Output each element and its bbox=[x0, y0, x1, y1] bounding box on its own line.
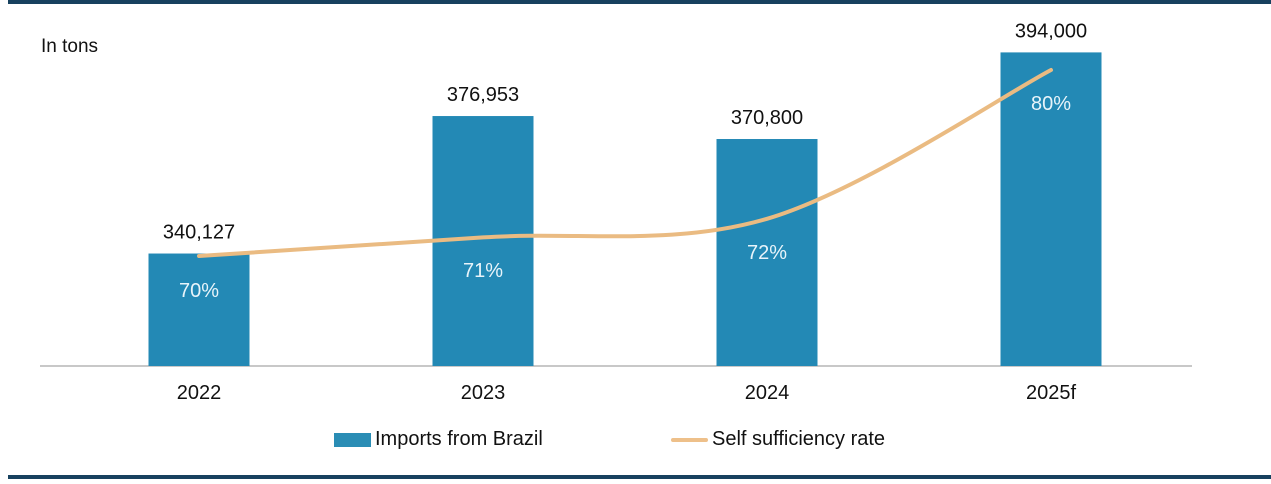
legend-line-swatch bbox=[671, 437, 708, 442]
x-tick-label: 2022 bbox=[177, 382, 222, 404]
bottom-rule bbox=[8, 475, 1271, 479]
bar-2025f bbox=[1000, 52, 1102, 367]
x-tick-label: 2025f bbox=[1026, 382, 1076, 404]
bar-value-label: 394,000 bbox=[1015, 20, 1087, 42]
top-rule bbox=[8, 0, 1271, 4]
bar-value-label: 340,127 bbox=[163, 222, 235, 244]
rate-value-label: 70% bbox=[179, 280, 219, 302]
legend-label-rate: Self sufficiency rate bbox=[712, 428, 886, 450]
rate-value-label: 71% bbox=[463, 260, 503, 282]
rate-value-label: 72% bbox=[747, 242, 787, 264]
x-tick-label: 2023 bbox=[461, 382, 506, 404]
bar-value-label: 370,800 bbox=[731, 107, 803, 129]
legend-item-rate: Self sufficiency rate bbox=[671, 428, 885, 451]
bar-value-label: 376,953 bbox=[447, 84, 519, 106]
legend-item-imports: Imports from Brazil bbox=[334, 428, 543, 451]
bar-2022 bbox=[148, 253, 250, 366]
legend-bar-swatch bbox=[334, 432, 371, 447]
unit-label: In tons bbox=[41, 36, 99, 57]
rate-value-label: 80% bbox=[1031, 93, 1071, 115]
x-tick-label: 2024 bbox=[745, 382, 790, 404]
self-sufficiency-line bbox=[197, 68, 1053, 258]
bar-2024 bbox=[716, 139, 818, 366]
legend-label-imports: Imports from Brazil bbox=[375, 428, 543, 450]
